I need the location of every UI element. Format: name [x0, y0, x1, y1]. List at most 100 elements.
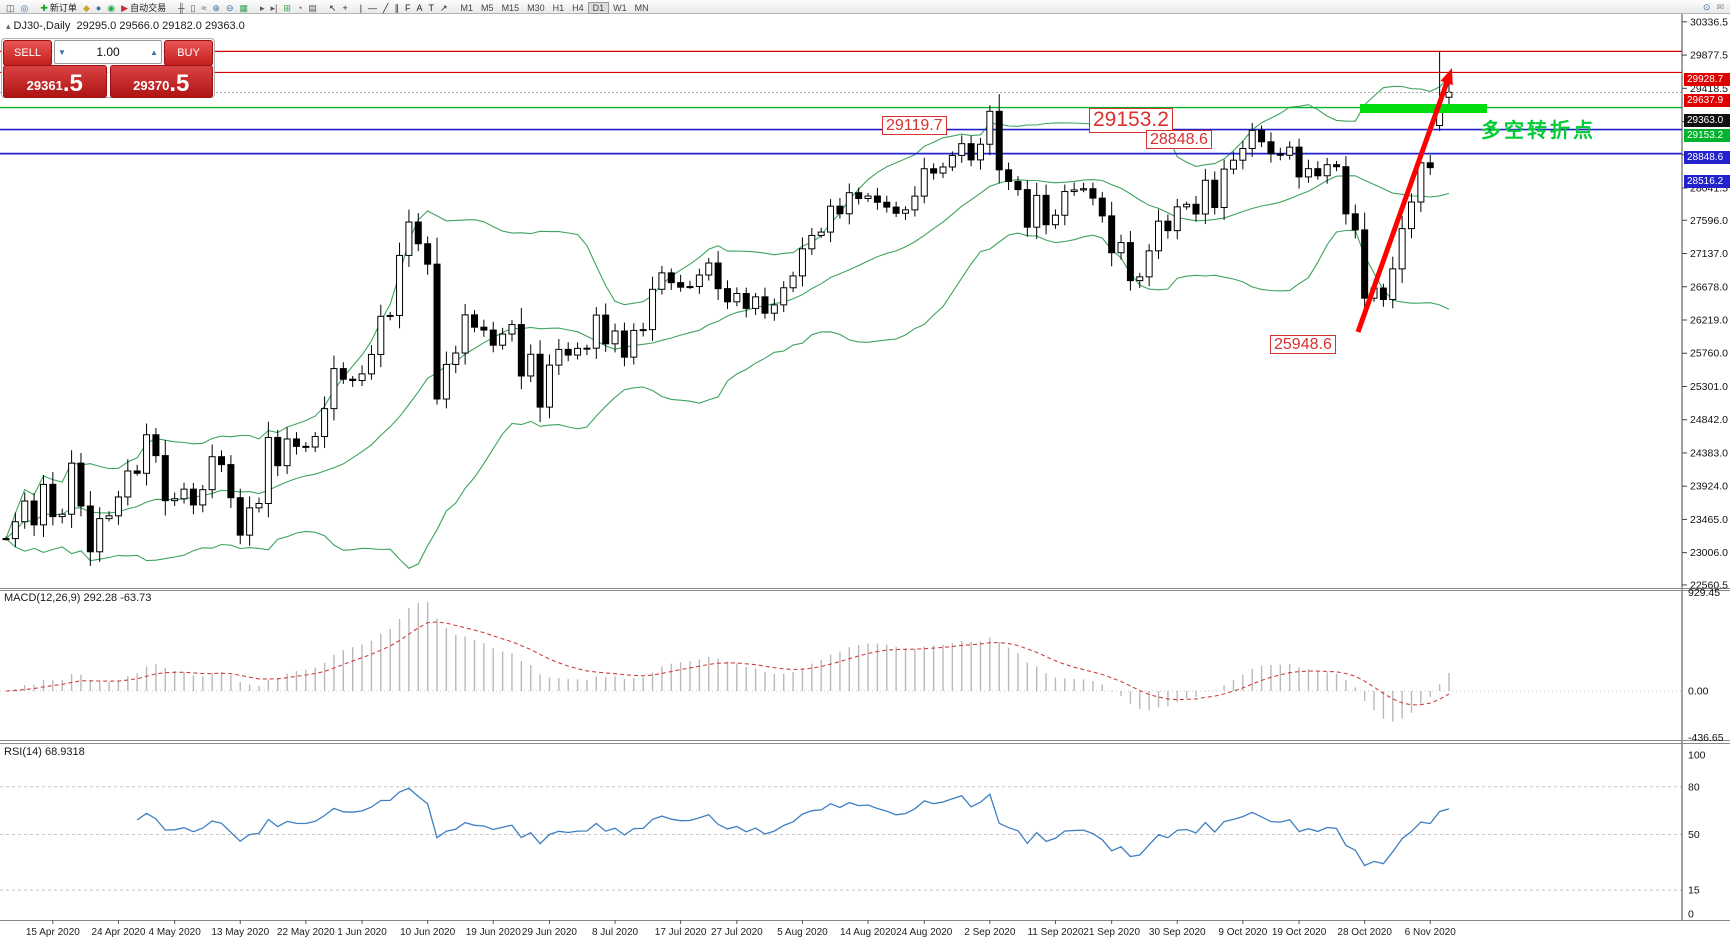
candlestick-icon[interactable]: ▯ — [187, 2, 198, 14]
candle-body — [639, 329, 647, 332]
trendline-icon[interactable]: ╱ — [380, 2, 391, 14]
tile-windows-icon[interactable]: ▦ — [236, 2, 251, 14]
timeframe-m15[interactable]: M15 — [501, 2, 520, 13]
text-icon: A — [416, 2, 423, 13]
new-order-icon[interactable]: ✚ 新订单 — [37, 2, 80, 14]
template-icon[interactable]: ▤ — [305, 2, 320, 14]
bid-price-box[interactable]: 29361.5 — [3, 65, 107, 98]
price-badge-28848.6: 28848.6 — [1684, 151, 1730, 165]
auto-scroll-icon[interactable]: ▸ — [257, 2, 268, 14]
candle-body — [911, 195, 919, 211]
timeframe-mn[interactable]: MN — [634, 2, 649, 13]
volume-decrement-button[interactable]: ▼ — [58, 47, 66, 57]
timeframe-m1[interactable]: M1 — [460, 2, 474, 13]
date-label: 17 Jul 2020 — [655, 927, 707, 938]
candle-body — [620, 330, 628, 358]
price-badge-28516.2: 28516.2 — [1684, 175, 1730, 189]
annotation-text-cn[interactable]: 多空转折点 — [1481, 120, 1596, 142]
macd-axis-label: 929.45 — [1688, 587, 1720, 599]
annotation-label-28848.6[interactable]: 28848.6 — [1146, 130, 1212, 150]
period-icon[interactable]: ◔ — [294, 2, 305, 14]
candle-body — [49, 483, 57, 518]
timeframe-h4[interactable]: H4 — [572, 2, 584, 13]
channel-icon: ∥ — [394, 2, 399, 13]
date-label: 27 Jul 2020 — [711, 927, 763, 938]
candle-body — [714, 262, 722, 290]
vline-icon: | — [359, 2, 363, 13]
autotrade-label: 自动交易 — [130, 2, 167, 13]
candle-body — [1201, 179, 1209, 215]
vline-icon[interactable]: | — [357, 2, 365, 14]
annotation-label-29153.2[interactable]: 29153.2 — [1089, 108, 1173, 133]
trendline-icon: ╱ — [383, 2, 389, 13]
candle-body — [1351, 213, 1359, 231]
chat-icon[interactable]: ✉ — [1716, 1, 1724, 12]
timeframe-w1[interactable]: W1 — [613, 2, 627, 13]
timeframe-m5[interactable]: M5 — [481, 2, 494, 13]
volume-increment-button[interactable]: ▲ — [150, 47, 158, 57]
macd-name: MACD(12,26,9) — [4, 592, 81, 604]
candle-body — [508, 324, 516, 335]
candle-body — [976, 143, 984, 161]
chart-area: 30336.529877.529418.528959.528500.528041… — [0, 14, 1730, 939]
candle-body — [602, 314, 610, 345]
new-window-icon[interactable]: ⊞ — [280, 2, 294, 14]
crosshair-icon[interactable]: + — [339, 2, 350, 14]
date-label: 28 Oct 2020 — [1337, 927, 1392, 938]
autotrade-icon[interactable]: ▶ 自动交易 — [118, 2, 169, 14]
timeframe-d1[interactable]: D1 — [587, 1, 610, 14]
candle-body — [789, 275, 797, 289]
candle-body — [396, 254, 404, 316]
sell-button[interactable]: SELL — [3, 40, 52, 66]
rsi-value: 68.9318 — [44, 746, 85, 758]
bar-chart-icon[interactable]: ╫ — [175, 2, 187, 14]
volume-input[interactable]: 1.00 — [96, 45, 120, 59]
hline-icon[interactable]: — — [365, 2, 380, 14]
candle-body — [1314, 168, 1322, 177]
date-label: 21 Sep 2020 — [1083, 927, 1140, 938]
rsi-label: RSI(14) 68.9318 — [4, 746, 85, 758]
candle-body — [433, 263, 441, 400]
label-icon[interactable]: T — [425, 2, 437, 14]
zoom-in-icon[interactable]: ⊕ — [209, 2, 223, 14]
candle-body — [695, 274, 703, 288]
trend-arrow-head[interactable] — [1440, 68, 1453, 86]
volume-spinner[interactable]: ▼ 1.00 ▲ — [54, 40, 162, 64]
fibo-icon[interactable]: F — [402, 2, 414, 14]
candle-body — [2, 538, 10, 541]
search-icon[interactable]: ⊙ — [1702, 1, 1711, 12]
timeframe-m30[interactable]: M30 — [527, 2, 545, 13]
zoom-out-icon[interactable]: ⊖ — [223, 2, 237, 14]
channel-icon[interactable]: ∥ — [391, 2, 402, 14]
candle-body — [1211, 179, 1219, 208]
metaeditor-icon[interactable]: ◆ — [80, 2, 93, 14]
candle-body — [677, 282, 685, 288]
arrows-icon[interactable]: ↗ — [437, 2, 451, 14]
text-icon[interactable]: A — [413, 2, 425, 14]
trend-arrow-line[interactable] — [1355, 78, 1451, 333]
timeframe-h1[interactable]: H1 — [552, 2, 565, 13]
candle-body — [264, 436, 272, 504]
toolbar: ◫ ◎ ✚ 新订单 ◆ ● ◉ ▶ 自动交易 ╫ ▯ ≈ ⊕ ⊖ ▦ ▸ ▸| ⊞ ◔ ▤ ↖ + | — ╱ ∥ F A T ↗ M1 M… — [0, 0, 1730, 14]
community-icon[interactable]: ● — [93, 2, 104, 14]
ask-price-box[interactable]: 29370.5 — [109, 65, 213, 98]
candle-body — [58, 513, 66, 518]
cursor-icon[interactable]: ↖ — [326, 2, 340, 14]
annotation-label-25948.6[interactable]: 25948.6 — [1270, 335, 1336, 355]
rsi-axis-label: 80 — [1688, 781, 1700, 793]
candle-body — [489, 329, 497, 346]
candle-body — [808, 234, 816, 250]
signals-icon[interactable]: ◉ — [104, 2, 118, 14]
rsi-name: RSI(14) — [4, 746, 42, 758]
annotation-label-29119.7[interactable]: 29119.7 — [882, 116, 947, 136]
buy-button[interactable]: BUY — [164, 40, 213, 66]
support-zone-bar[interactable] — [1360, 104, 1487, 113]
line-chart-icon[interactable]: ≈ — [198, 2, 209, 14]
data-window-icon[interactable]: ◎ — [18, 2, 32, 14]
macd-signal-line — [5, 621, 1450, 706]
candle-body — [658, 272, 666, 290]
bid-price-big-digit: .5 — [62, 70, 83, 97]
chart-shift-icon[interactable]: ▸| — [268, 2, 281, 14]
new-chart-icon[interactable]: ◫ — [3, 2, 18, 14]
